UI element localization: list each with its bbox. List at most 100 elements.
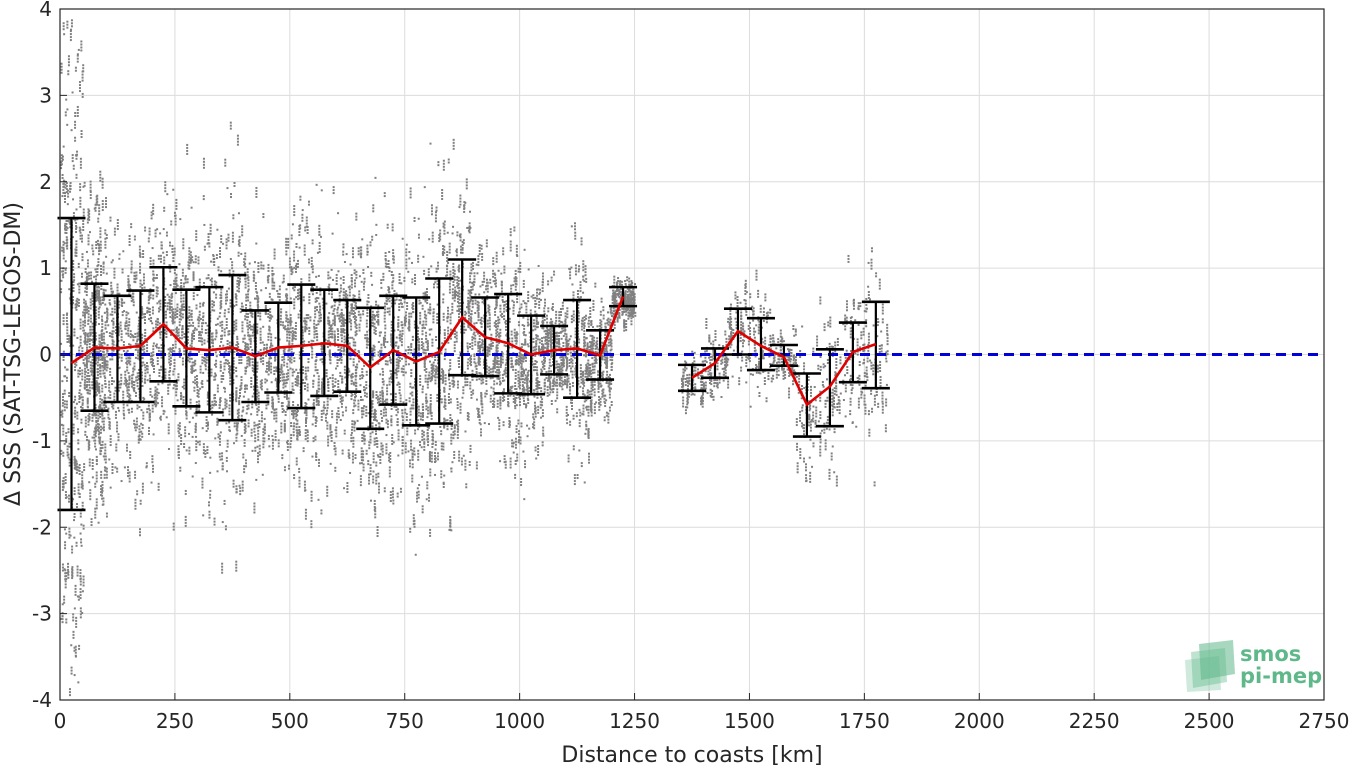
scatter-point	[76, 574, 79, 577]
scatter-point	[121, 298, 124, 301]
scatter-point	[251, 364, 254, 367]
scatter-point	[94, 315, 97, 318]
scatter-point	[125, 320, 128, 323]
scatter-point	[257, 429, 260, 432]
scatter-point	[277, 400, 280, 403]
scatter-point	[85, 311, 88, 314]
scatter-point	[201, 483, 204, 486]
scatter-point	[248, 364, 251, 367]
scatter-point	[303, 388, 306, 391]
scatter-point	[188, 452, 191, 455]
scatter-point	[257, 397, 260, 400]
scatter-point	[226, 290, 229, 293]
scatter-point	[220, 235, 223, 238]
scatter-point	[275, 408, 278, 411]
scatter-point	[235, 303, 238, 306]
scatter-point	[61, 566, 64, 569]
scatter-point	[84, 364, 87, 367]
scatter-point	[167, 348, 170, 351]
scatter-point	[139, 502, 142, 505]
scatter-point	[109, 397, 112, 400]
scatter-point	[197, 256, 200, 259]
scatter-point	[289, 297, 292, 300]
scatter-point	[304, 327, 307, 330]
scatter-point	[334, 378, 337, 381]
scatter-point	[122, 412, 125, 415]
scatter-point	[290, 234, 293, 237]
scatter-point	[79, 572, 82, 575]
scatter-point	[68, 530, 71, 533]
scatter-point	[219, 301, 222, 304]
scatter-point	[285, 246, 288, 249]
scatter-point	[247, 299, 250, 302]
scatter-point	[92, 338, 95, 341]
scatter-point	[152, 206, 155, 209]
scatter-point	[85, 389, 88, 392]
scatter-point	[62, 25, 65, 28]
scatter-point	[213, 363, 216, 366]
scatter-point	[152, 327, 155, 330]
scatter-point	[151, 395, 154, 398]
scatter-point	[244, 280, 247, 283]
scatter-point	[186, 341, 189, 344]
scatter-point	[235, 393, 238, 396]
scatter-point	[218, 455, 221, 458]
scatter-point	[173, 250, 176, 253]
scatter-point	[95, 345, 98, 348]
scatter-point	[201, 362, 204, 365]
scatter-point	[334, 469, 337, 472]
scatter-point	[156, 391, 159, 394]
scatter-point	[91, 419, 94, 422]
scatter-point	[150, 355, 153, 358]
scatter-point	[166, 193, 169, 196]
scatter-point	[84, 336, 87, 339]
scatter-point	[89, 495, 92, 498]
scatter-point	[258, 447, 261, 450]
scatter-point	[137, 322, 140, 325]
scatter-point	[241, 231, 244, 234]
scatter-point	[277, 442, 280, 445]
scatter-point	[99, 243, 102, 246]
scatter-point	[238, 362, 241, 365]
scatter-point	[219, 398, 222, 401]
scatter-point	[304, 438, 307, 441]
scatter-point	[105, 197, 108, 200]
scatter-point	[64, 200, 67, 203]
scatter-point	[73, 490, 76, 493]
scatter-point	[99, 366, 102, 369]
scatter-point	[81, 399, 84, 402]
scatter-point	[288, 263, 291, 266]
scatter-point	[149, 260, 152, 263]
scatter-point	[267, 403, 270, 406]
scatter-point	[317, 399, 320, 402]
scatter-point	[65, 182, 68, 185]
scatter-point	[62, 257, 65, 260]
scatter-point	[89, 333, 92, 336]
scatter-point	[290, 440, 293, 443]
scatter-point	[236, 412, 239, 415]
scatter-point	[251, 325, 254, 328]
scatter-point	[298, 294, 301, 297]
scatter-point	[78, 81, 81, 84]
scatter-point	[77, 486, 80, 489]
scatter-point	[268, 357, 271, 360]
scatter-point	[333, 318, 336, 321]
scatter-point	[202, 443, 205, 446]
scatter-point	[62, 454, 65, 457]
scatter-point	[77, 48, 80, 51]
scatter-point	[335, 426, 338, 429]
scatter-point	[161, 402, 164, 405]
scatter-point	[102, 420, 105, 423]
scatter-point	[164, 287, 167, 290]
scatter-point	[267, 281, 270, 284]
scatter-point	[232, 214, 235, 217]
scatter-point	[263, 423, 266, 426]
scatter-point	[97, 261, 100, 264]
scatter-point	[71, 91, 74, 94]
scatter-point	[172, 254, 175, 257]
scatter-point	[106, 363, 109, 366]
scatter-point	[72, 426, 75, 429]
scatter-point	[121, 314, 124, 317]
scatter-point	[142, 417, 145, 420]
scatter-point	[99, 375, 102, 378]
